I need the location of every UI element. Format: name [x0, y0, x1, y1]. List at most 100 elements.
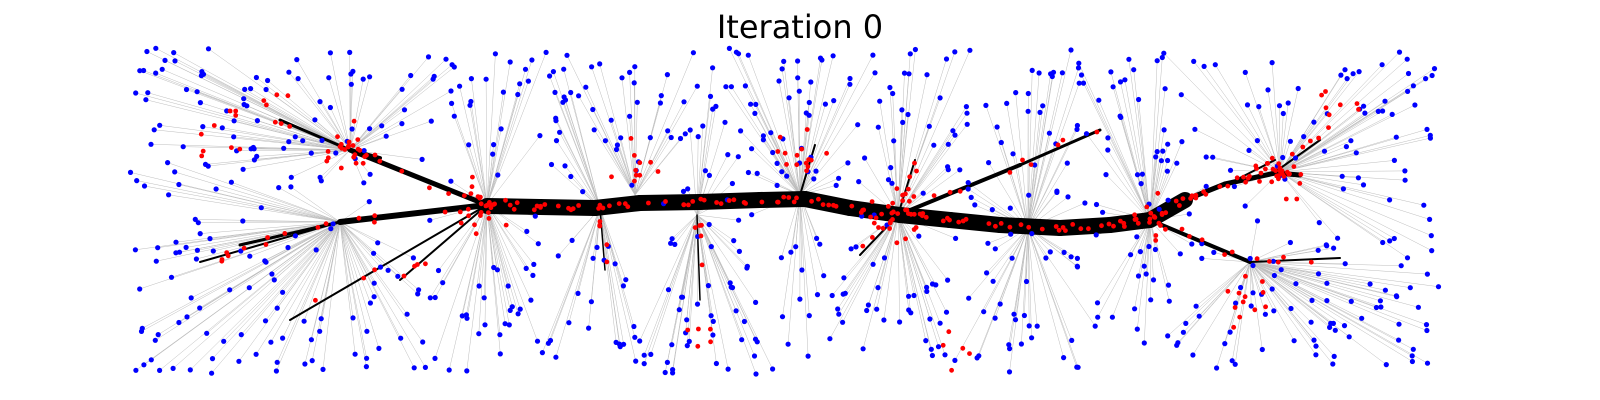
terminal-node — [1276, 103, 1283, 109]
steiner-node — [1234, 175, 1240, 181]
faint-edge — [897, 214, 931, 320]
steiner-node — [265, 235, 270, 240]
faint-edge — [634, 138, 681, 196]
steiner-node — [1316, 135, 1321, 141]
steiner-node — [1020, 157, 1025, 163]
terminal-node — [301, 318, 307, 324]
steiner-node — [1326, 125, 1331, 130]
terminal-node — [1341, 323, 1348, 329]
faint-edge — [1271, 62, 1281, 173]
faint-edge — [799, 194, 803, 271]
terminal-node — [376, 345, 382, 351]
faint-edge — [799, 112, 807, 196]
terminal-node — [931, 142, 937, 148]
steiner-node — [686, 202, 691, 208]
terminal-node — [706, 172, 713, 178]
steiner-node — [570, 206, 576, 212]
terminal-node — [517, 306, 523, 312]
terminal-node — [505, 283, 511, 289]
terminal-node — [143, 97, 149, 103]
terminal-node — [1175, 340, 1181, 346]
faint-edge — [211, 221, 341, 374]
steiner-node — [399, 168, 405, 174]
terminal-node — [911, 292, 917, 299]
terminal-node — [1271, 272, 1277, 279]
faint-edge — [430, 204, 488, 299]
terminal-node — [273, 368, 279, 374]
terminal-node — [722, 119, 728, 125]
faint-edge — [271, 221, 341, 275]
terminal-node — [897, 319, 903, 325]
steiner-node — [849, 203, 855, 209]
terminal-node — [1034, 323, 1040, 329]
terminal-node — [466, 142, 472, 148]
steiner-node — [894, 240, 900, 246]
steiner-node — [372, 219, 377, 225]
steiner-node — [1231, 324, 1237, 330]
terminal-node — [241, 96, 247, 102]
faint-edge — [466, 204, 488, 372]
terminal-node — [817, 55, 824, 61]
faint-edge — [486, 204, 527, 269]
terminal-node — [371, 280, 377, 286]
faint-edge — [1234, 261, 1251, 365]
faint-edge — [799, 102, 810, 196]
faint-edge — [954, 227, 1029, 361]
terminal-node — [1431, 66, 1438, 72]
steiner-node — [632, 153, 637, 158]
terminal-node — [318, 316, 324, 322]
faint-edge — [486, 204, 506, 324]
faint-edge — [1105, 174, 1151, 221]
terminal-node — [210, 248, 216, 254]
faint-edge — [1249, 261, 1319, 275]
faint-edge — [842, 214, 899, 323]
terminal-node — [385, 267, 391, 273]
terminal-node — [281, 145, 287, 151]
faint-edge — [339, 221, 356, 355]
faint-edge — [831, 214, 899, 296]
steiner-node — [442, 209, 448, 215]
faint-edge — [486, 204, 501, 355]
terminal-node — [1010, 151, 1016, 157]
faint-edge — [486, 204, 538, 342]
faint-edge — [265, 221, 341, 322]
terminal-node — [253, 351, 259, 357]
branch-edge — [1274, 139, 1321, 173]
terminal-node — [1075, 65, 1082, 71]
terminal-node — [137, 68, 143, 74]
steiner-node — [940, 342, 946, 348]
steiner-node — [1269, 179, 1275, 185]
terminal-node — [1165, 333, 1171, 339]
terminal-node — [404, 311, 410, 317]
terminal-node — [133, 90, 139, 96]
terminal-node — [836, 311, 842, 317]
faint-edge — [592, 207, 601, 259]
terminal-node — [1391, 157, 1397, 163]
terminal-node — [292, 134, 298, 140]
faint-edge — [486, 61, 511, 206]
faint-edge — [1231, 261, 1251, 361]
terminal-node — [1330, 361, 1336, 367]
terminal-node — [425, 54, 432, 60]
terminal-node — [665, 128, 671, 134]
faint-edge — [1201, 258, 1251, 263]
faint-edge — [339, 221, 414, 259]
steiner-node — [531, 207, 537, 213]
terminal-node — [870, 261, 876, 267]
terminal-node — [476, 331, 482, 337]
terminal-node — [227, 287, 233, 293]
terminal-node — [183, 86, 190, 93]
terminal-node — [1427, 135, 1433, 141]
terminal-node — [735, 154, 741, 160]
terminal-node — [677, 135, 684, 142]
steiner-node — [1319, 92, 1324, 98]
faint-edge — [750, 103, 801, 196]
terminal-node — [770, 149, 776, 156]
terminal-node — [1424, 271, 1430, 277]
steiner-node — [731, 197, 737, 203]
terminal-node — [885, 177, 892, 183]
terminal-node — [1069, 337, 1075, 343]
terminal-node — [1292, 155, 1299, 161]
faint-edge — [1249, 261, 1362, 319]
steiner-node — [895, 211, 901, 217]
